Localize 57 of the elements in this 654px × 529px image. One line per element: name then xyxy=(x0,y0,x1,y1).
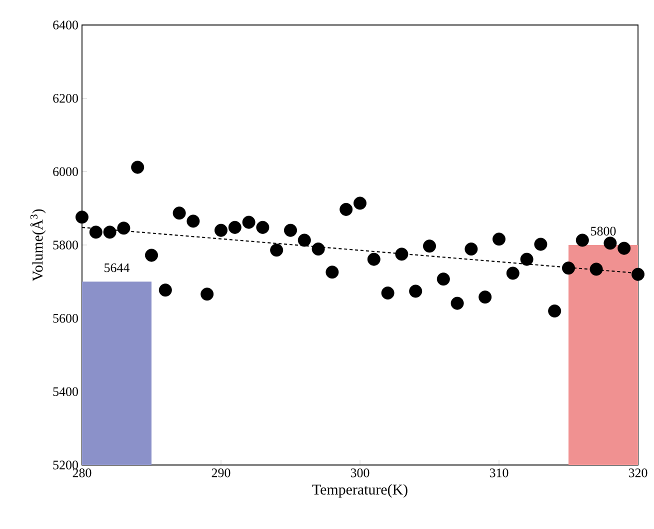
x-tick-label: 290 xyxy=(212,468,230,478)
point xyxy=(284,224,297,237)
y-tick-label: 5800 xyxy=(53,240,78,250)
point xyxy=(464,242,478,256)
point xyxy=(270,244,284,257)
point xyxy=(131,160,144,174)
point xyxy=(354,196,366,210)
point xyxy=(89,226,102,239)
point xyxy=(618,242,631,255)
point xyxy=(172,206,186,220)
point xyxy=(562,262,576,275)
point xyxy=(228,220,242,234)
point xyxy=(256,220,270,234)
point xyxy=(186,214,200,228)
point xyxy=(506,266,520,280)
x-tick-label: 280 xyxy=(72,468,92,478)
point xyxy=(298,234,311,247)
point xyxy=(381,286,394,300)
point xyxy=(632,268,645,281)
y-tick-label: 6400 xyxy=(53,20,78,30)
x-tick-label: 320 xyxy=(628,468,648,478)
y-tick-label: 5200 xyxy=(53,460,78,470)
point xyxy=(103,226,116,239)
point xyxy=(436,272,450,286)
point xyxy=(242,216,256,229)
y-tick-label: 6000 xyxy=(53,167,78,176)
y-tick-label: 6200 xyxy=(53,94,78,103)
point xyxy=(534,238,548,251)
point xyxy=(326,266,339,279)
x-tick-label: 310 xyxy=(490,468,508,478)
y-axis-title: Volume(Å$^{3}$) xyxy=(30,209,46,282)
point xyxy=(200,288,214,301)
point xyxy=(604,236,617,250)
y-tick-label: 5600 xyxy=(53,314,78,323)
y-tick-label: 5400 xyxy=(53,387,78,396)
point xyxy=(492,232,506,246)
point xyxy=(590,262,603,276)
annotation: 5644 xyxy=(104,263,130,272)
x-axis-title: Temperature(K) xyxy=(312,484,408,498)
point xyxy=(214,224,228,237)
point xyxy=(478,290,492,304)
point xyxy=(76,210,88,224)
point xyxy=(367,252,380,266)
point xyxy=(117,222,130,235)
point xyxy=(158,284,172,297)
x-tick-label: 300 xyxy=(350,468,370,478)
point xyxy=(576,234,589,247)
point xyxy=(548,304,562,318)
point xyxy=(450,296,464,310)
point xyxy=(520,252,534,266)
point xyxy=(395,248,408,261)
point xyxy=(423,240,436,253)
point xyxy=(409,284,422,298)
point xyxy=(340,202,353,216)
point xyxy=(312,242,325,256)
point xyxy=(145,248,158,262)
annotation: 5800 xyxy=(591,226,616,236)
